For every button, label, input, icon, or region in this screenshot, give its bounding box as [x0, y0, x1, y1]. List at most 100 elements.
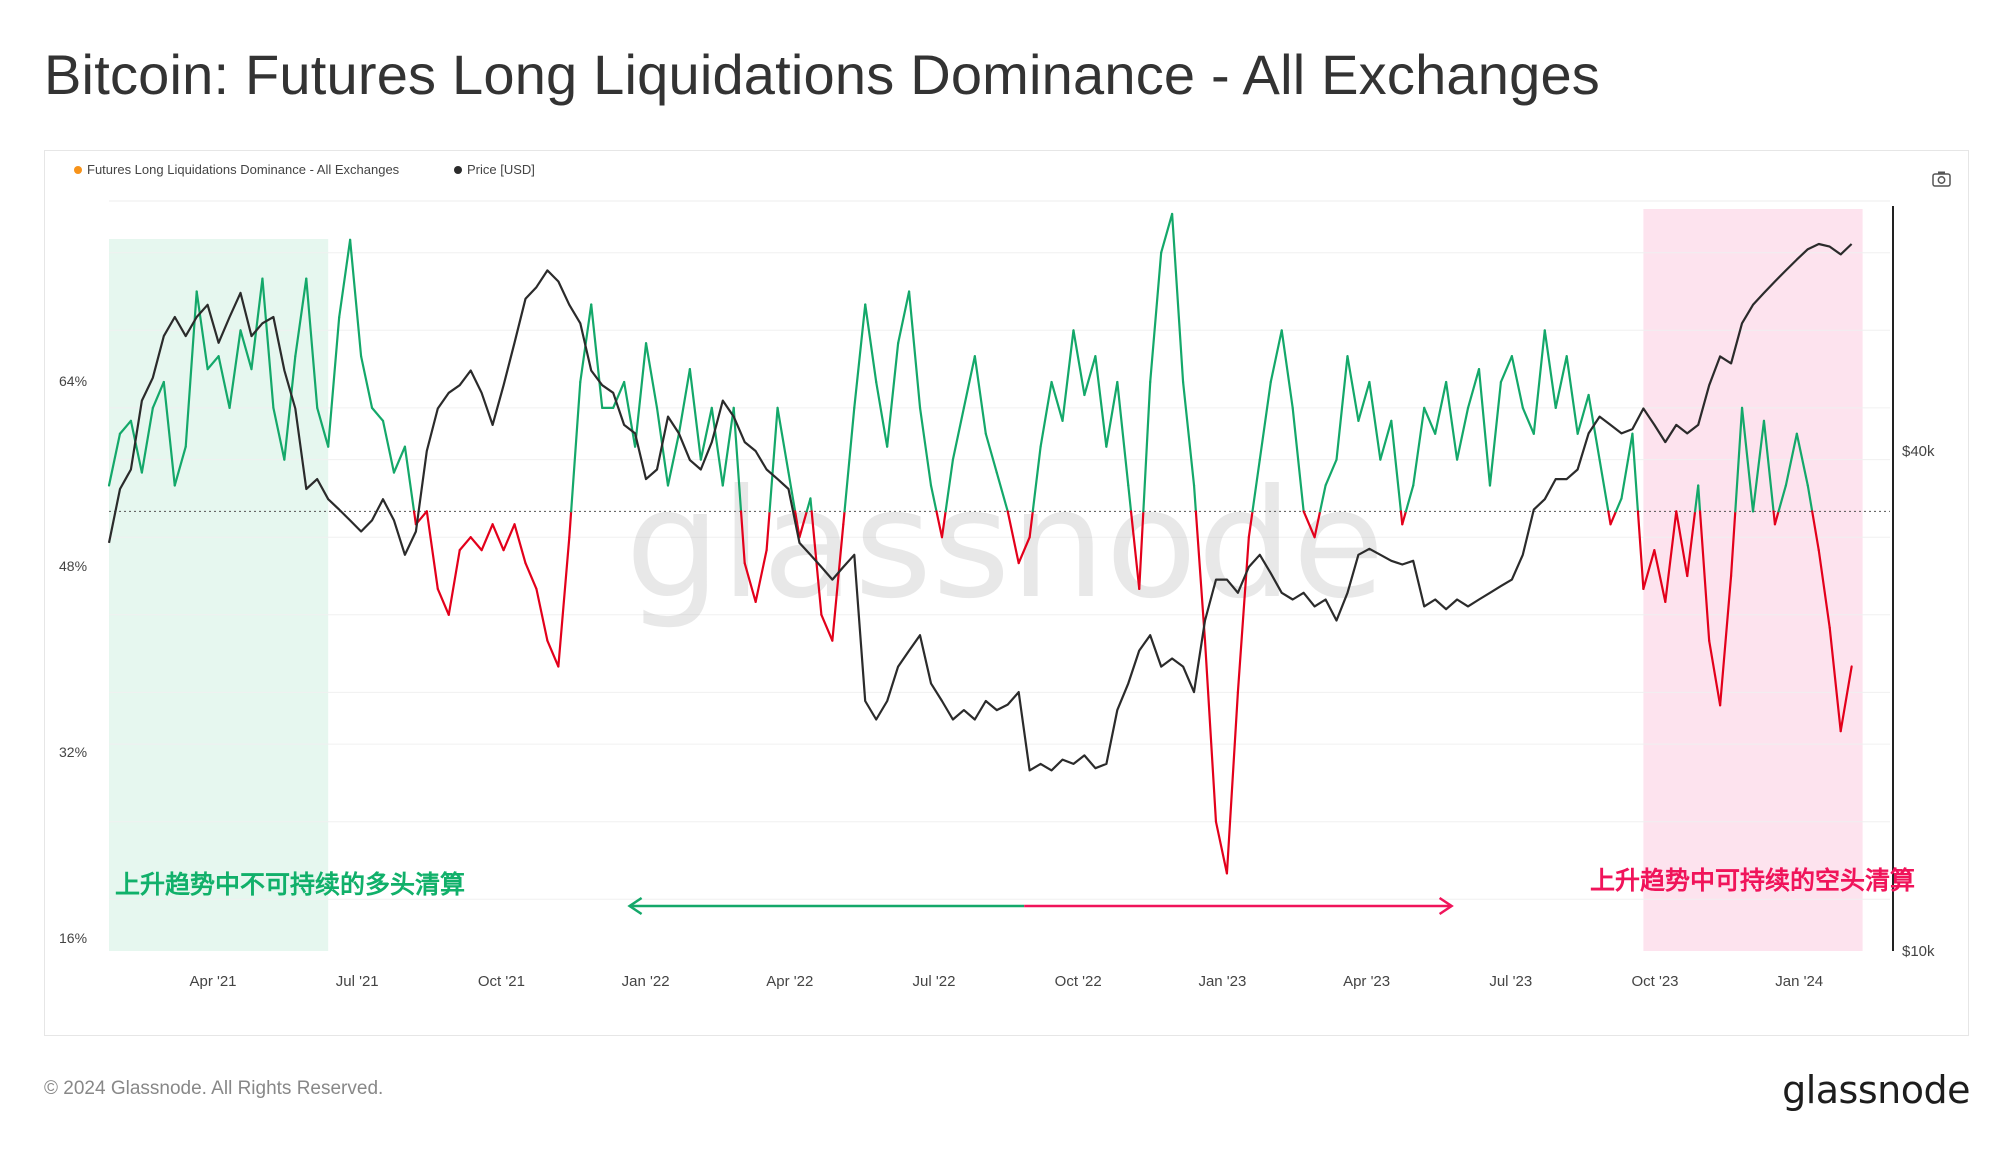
dominance-segment: [1214, 820, 1229, 875]
dominance-segment: [1061, 329, 1075, 422]
dominance-segment: [294, 277, 308, 358]
dominance-segment: [1675, 510, 1689, 578]
dominance-segment: [677, 368, 691, 435]
dominance-segment: [721, 406, 735, 487]
dominance-segment: [973, 355, 987, 435]
dominance-segment: [944, 458, 955, 513]
dominance-segment: [1488, 380, 1503, 487]
dominance-segment: [1751, 419, 1766, 513]
footer-copyright: © 2024 Glassnode. All Rights Reserved.: [44, 1078, 384, 1099]
dominance-segment: [403, 445, 416, 513]
range-arrow: [627, 896, 1454, 916]
dominance-segment: [820, 613, 834, 642]
dominance-segment: [842, 510, 846, 526]
dominance-segment: [918, 406, 933, 487]
dominance-segment: [1269, 329, 1283, 384]
series-price: [107, 242, 1853, 772]
dominance-segment: [1664, 510, 1678, 603]
dominance-segment: [535, 587, 549, 642]
highlight-band-green: [109, 239, 329, 951]
dominance-segment: [1719, 574, 1733, 707]
camera-icon[interactable]: [1932, 171, 1951, 187]
dominance-segment: [886, 342, 900, 448]
dominance-segment: [1455, 406, 1470, 461]
dominance-segment: [250, 277, 264, 371]
dominance-segment: [1225, 691, 1239, 875]
x-tick-label: Apr '22: [766, 973, 813, 990]
dominance-segment: [1729, 510, 1737, 578]
dominance-segment: [853, 303, 867, 409]
dominance-segment: [644, 342, 659, 409]
dominance-segment: [793, 510, 801, 539]
dominance-segment: [524, 561, 538, 591]
dominance-segment: [1017, 536, 1031, 565]
dominance-segment: [283, 355, 297, 461]
dominance-segment: [1258, 380, 1272, 461]
dominance-segment: [1642, 549, 1656, 591]
x-tick-label: Jul '21: [336, 973, 379, 990]
dominance-segment: [546, 639, 560, 668]
dominance-segment: [1404, 484, 1415, 513]
y-right-tick-label: $10k: [1902, 943, 1935, 960]
dominance-segment: [612, 380, 626, 409]
dominance-segment: [739, 510, 746, 565]
dominance-segment: [1811, 510, 1820, 552]
dominance-segment: [1390, 419, 1403, 513]
legend-label-dominance[interactable]: Futures Long Liquidations Dominance - Al…: [87, 162, 400, 177]
dominance-segment: [951, 406, 965, 461]
dominance-segment: [1734, 406, 1744, 513]
dominance-segment: [1698, 510, 1711, 642]
dominance-segment: [1609, 510, 1618, 526]
dominance-segment: [798, 510, 808, 539]
dominance-segment: [140, 406, 154, 474]
chart: glassnode Apr '21 Jul '21 Oct '21 Jan '22 Ap…: [59, 162, 1951, 990]
dominance-segment: [217, 355, 231, 409]
dominance-segment: [940, 510, 947, 539]
legend-dot-dominance: [74, 166, 82, 174]
dominance-segment: [1554, 355, 1568, 409]
dominance-segment: [480, 523, 494, 552]
dominance-segment: [754, 549, 768, 603]
dominance-segment: [1521, 406, 1535, 435]
chart-frame: glassnode Apr '21 Jul '21 Oct '21 Jan '22 Ap…: [44, 150, 1969, 1036]
dominance-segment: [458, 536, 472, 552]
dominance-segment: [897, 290, 911, 345]
dominance-segment: [1636, 510, 1645, 591]
dominance-segment: [359, 355, 374, 409]
dominance-segment: [1614, 497, 1623, 513]
dominance-segment: [228, 329, 242, 409]
dominance-segment: [962, 355, 976, 409]
dominance-segment: [1142, 380, 1152, 513]
dominance-segment: [338, 238, 352, 319]
dominance-segment: [1620, 432, 1634, 500]
dominance-segment: [1006, 510, 1020, 565]
dominance-segment: [305, 277, 319, 409]
dominance-segment: [1697, 484, 1702, 513]
footer-logo[interactable]: glassnode: [1782, 1068, 1970, 1112]
x-tick-label: Jan '23: [1198, 973, 1246, 990]
dominance-segment: [469, 536, 483, 552]
dominance-segment: [1203, 639, 1218, 823]
dominance-segment: [1607, 510, 1612, 526]
dominance-segment: [1773, 510, 1780, 526]
dominance-segment: [1795, 432, 1809, 487]
dominance-segment: [1127, 484, 1133, 513]
y-left-tick-label: 16%: [59, 930, 87, 946]
x-tick-label: Oct '22: [1055, 973, 1102, 990]
dominance-segment: [1532, 329, 1546, 435]
dominance-segment: [1039, 380, 1053, 448]
dominance-segment: [1194, 510, 1207, 642]
dominance-segment: [1160, 212, 1174, 254]
dominance-segment: [513, 523, 527, 565]
dominance-segment: [666, 432, 681, 487]
dominance-segment: [929, 484, 938, 513]
dominance-segment: [557, 536, 571, 668]
dominance-segment: [272, 406, 286, 461]
dominance-segment: [732, 406, 743, 513]
dominance-segment: [1171, 212, 1185, 384]
dominance-segment: [1587, 393, 1601, 461]
dominance-segment: [864, 303, 878, 384]
dominance-segment: [1434, 380, 1448, 435]
legend-label-price[interactable]: Price [USD]: [467, 162, 535, 177]
dominance-segment: [1817, 549, 1831, 629]
